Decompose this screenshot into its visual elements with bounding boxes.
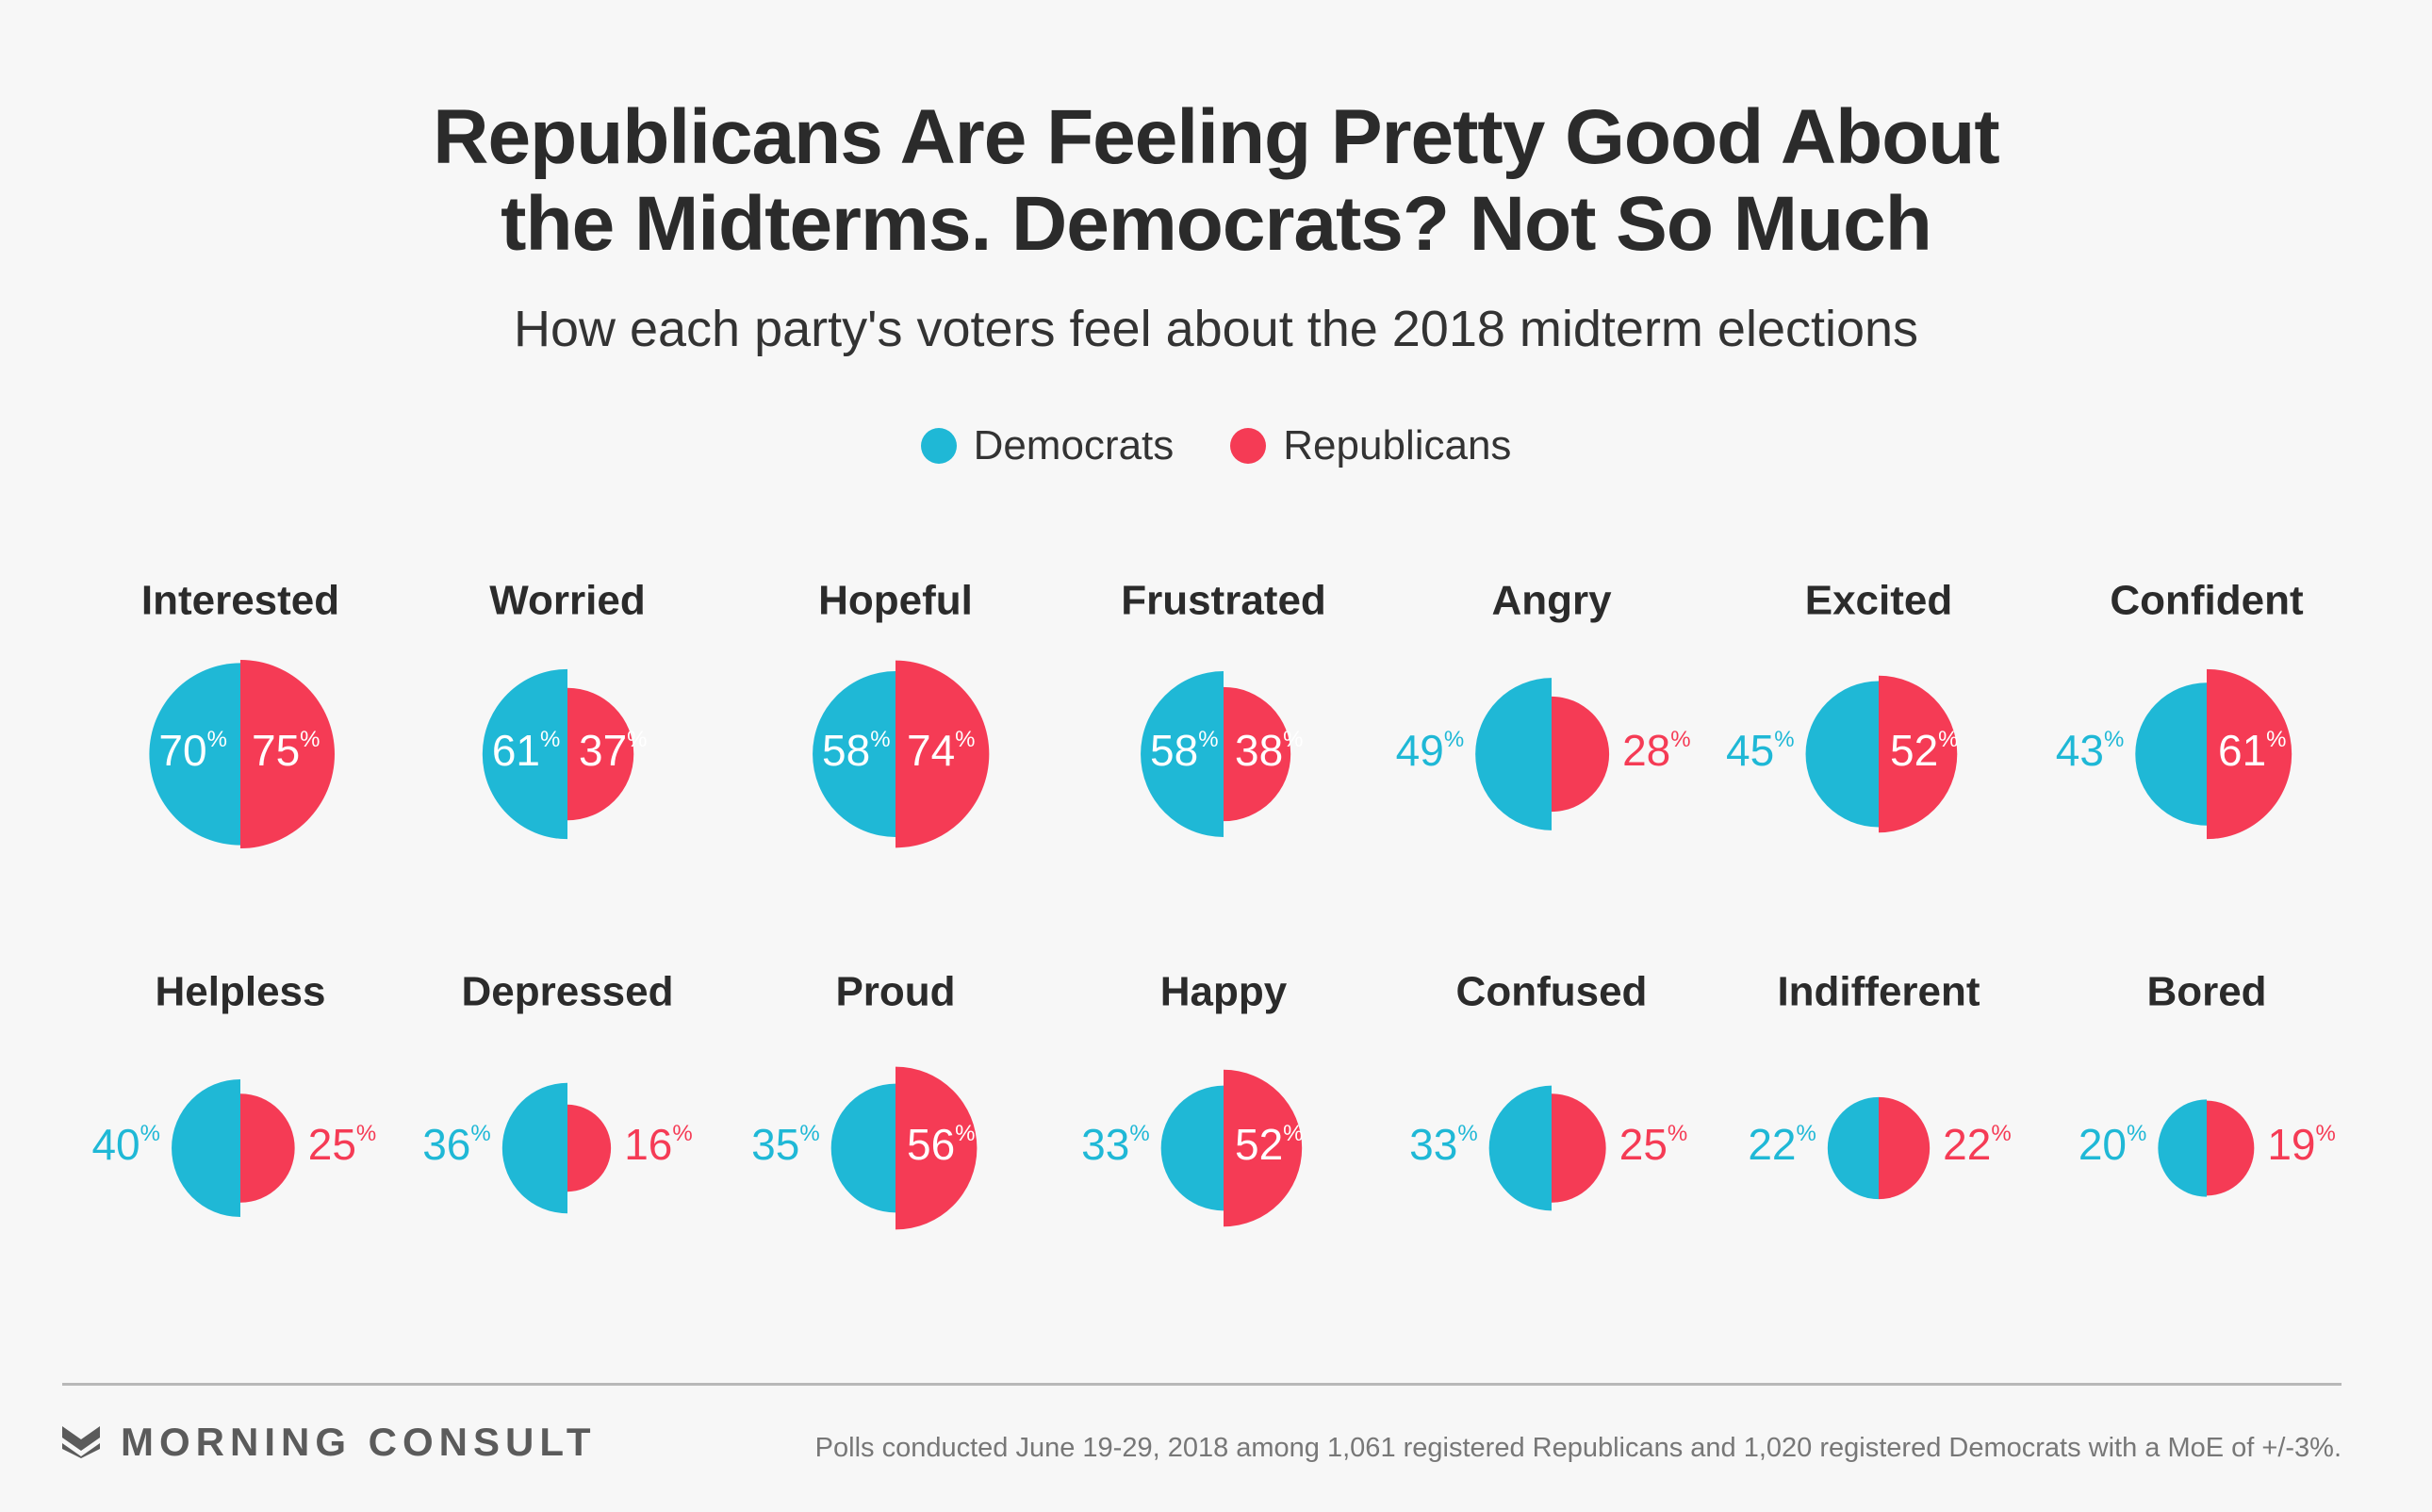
emotion-confused: [1488, 1085, 1606, 1211]
democrats-value-proud: 35%: [751, 1120, 820, 1169]
brand-logo: MORNING CONSULT: [62, 1420, 597, 1465]
democrats-value-happy: 33%: [1081, 1120, 1150, 1169]
republicans-half-angry: [1552, 696, 1610, 813]
democrats-half-excited: [1805, 681, 1879, 828]
democrats-value-depressed: 36%: [422, 1120, 491, 1169]
category-label-angry: Angry: [1491, 578, 1612, 624]
republicans-value-indifferent: 22%: [1943, 1120, 2012, 1169]
title-line-2: the Midterms. Democrats? Not So Much: [501, 181, 1932, 267]
democrats-half-bored: [2158, 1099, 2207, 1197]
category-label-hopeful: Hopeful: [818, 578, 973, 624]
category-label-confused: Confused: [1456, 969, 1648, 1015]
republicans-half-confused: [1552, 1093, 1606, 1203]
republicans-half-confident: [2207, 668, 2292, 840]
democrats-value-worried: 61%: [492, 726, 561, 775]
democrats-half-confident: [2135, 682, 2207, 826]
source-note: Polls conducted June 19-29, 2018 among 1…: [814, 1433, 2342, 1463]
title-line-1: Republicans Are Feeling Pretty Good Abou…: [433, 94, 1999, 180]
category-label-indifferent: Indifferent: [1777, 969, 1980, 1015]
emotion-excited: [1805, 675, 1958, 833]
emotion-frustrated: [1141, 671, 1291, 837]
category-label-helpless: Helpless: [156, 969, 326, 1015]
legend-item-democrats: Democrats: [920, 422, 1175, 469]
democrats-value-confused: 33%: [1409, 1120, 1478, 1169]
emotion-depressed: [501, 1082, 612, 1214]
emotion-indifferent: [1827, 1096, 1931, 1200]
democrats-value-bored: 20%: [2079, 1120, 2147, 1169]
democrats-half-confused: [1488, 1085, 1552, 1211]
democrats-value-indifferent: 22%: [1748, 1120, 1816, 1169]
category-label-bored: Bored: [2146, 969, 2266, 1015]
emotion-interested: [149, 660, 335, 848]
democrats-half-frustrated: [1141, 671, 1224, 837]
category-label-interested: Interested: [141, 578, 339, 624]
republicans-half-proud: [896, 1066, 978, 1230]
category-label-confident: Confident: [2110, 578, 2304, 624]
category-label-frustrated: Frustrated: [1121, 578, 1326, 624]
footer-divider: [62, 1383, 2342, 1386]
democrats-half-helpless: [172, 1078, 240, 1218]
republicans-half-worried: [567, 687, 634, 821]
republicans-half-frustrated: [1224, 686, 1291, 822]
republicans-value-interested: 75%: [252, 726, 320, 775]
legend-label-democrats: Democrats: [973, 422, 1175, 468]
democrats-value-helpless: 40%: [91, 1120, 160, 1169]
chart-subtitle: How each party's voters feel about the 2…: [513, 301, 1919, 357]
republicans-half-interested: [240, 660, 335, 848]
democrats-value-confident: 43%: [2056, 726, 2125, 775]
democrats-value-angry: 49%: [1396, 726, 1465, 775]
emotion-helpless: [172, 1078, 295, 1218]
republicans-value-angry: 28%: [1622, 726, 1691, 775]
republicans-value-confused: 25%: [1619, 1120, 1688, 1169]
legend: Democrats Republicans: [0, 422, 2432, 469]
democrats-value-excited: 45%: [1726, 726, 1795, 775]
category-label-worried: Worried: [489, 578, 645, 624]
legend-swatch-republicans: [1230, 428, 1267, 464]
category-label-happy: Happy: [1160, 969, 1288, 1015]
democrats-half-worried: [482, 668, 567, 840]
democrats-half-indifferent: [1827, 1096, 1879, 1200]
emotion-hopeful: [813, 660, 990, 848]
morning-consult-logo-icon: [62, 1426, 100, 1458]
category-label-proud: Proud: [835, 969, 955, 1015]
category-label-depressed: Depressed: [461, 969, 673, 1015]
republicans-half-bored: [2207, 1100, 2255, 1196]
democrats-half-interested: [149, 663, 240, 846]
legend-item-republicans: Republicans: [1230, 422, 1511, 469]
republicans-half-hopeful: [896, 660, 990, 848]
legend-label-republicans: Republicans: [1283, 422, 1512, 468]
republicans-half-helpless: [240, 1093, 295, 1203]
emotion-confident: [2135, 668, 2292, 840]
emotion-worried: [482, 668, 634, 840]
democrats-half-proud: [830, 1083, 896, 1213]
chart-title: Republicans Are Feeling Pretty Good Abou…: [0, 94, 2432, 268]
legend-swatch-democrats: [920, 428, 957, 464]
emotion-proud: [830, 1066, 978, 1230]
emotion-bored: [2158, 1099, 2255, 1197]
democrats-half-happy: [1160, 1085, 1224, 1211]
emotion-happy: [1160, 1069, 1303, 1227]
republicans-half-depressed: [567, 1104, 612, 1192]
emotion-angry: [1475, 678, 1610, 830]
democrats-half-depressed: [501, 1082, 567, 1214]
republicans-value-helpless: 25%: [308, 1120, 377, 1169]
republicans-value-bored: 19%: [2267, 1120, 2336, 1169]
democrats-half-angry: [1475, 678, 1552, 830]
republicans-value-frustrated: 38%: [1235, 726, 1304, 775]
brand-name: MORNING CONSULT: [121, 1420, 597, 1464]
republicans-value-depressed: 16%: [624, 1120, 693, 1169]
republicans-half-indifferent: [1879, 1096, 1931, 1200]
republicans-half-happy: [1224, 1069, 1303, 1227]
category-label-excited: Excited: [1805, 578, 1953, 624]
republicans-value-worried: 37%: [579, 726, 648, 775]
republicans-half-excited: [1879, 675, 1958, 833]
democrats-half-hopeful: [813, 671, 896, 837]
